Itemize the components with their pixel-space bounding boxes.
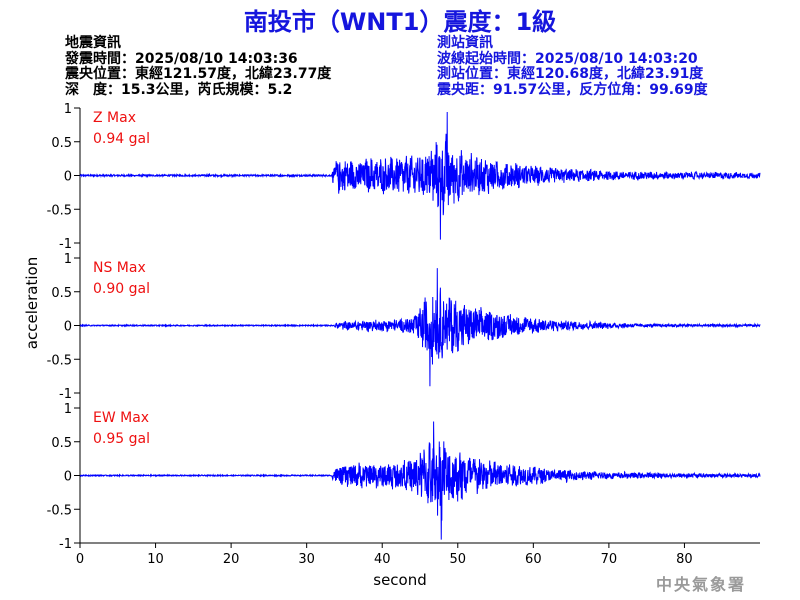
y-tick-label: -0.5 xyxy=(47,353,72,368)
series-max-label: 0.95 gal xyxy=(93,431,150,447)
x-tick-label: 70 xyxy=(601,552,618,567)
origin-time-text: 發震時間：2025/08/10 14:03:36 xyxy=(65,50,298,67)
agency-watermark: 中央氣象署 xyxy=(656,575,747,594)
y-tick-label: 1 xyxy=(64,102,72,117)
x-tick-label: 50 xyxy=(450,552,467,567)
waveform-ew xyxy=(79,421,761,540)
y-tick-label: 0 xyxy=(64,320,72,335)
x-tick-label: 40 xyxy=(374,552,391,567)
x-tick-label: 60 xyxy=(525,552,542,567)
earthquake-info-heading: 地震資訊 xyxy=(65,35,121,51)
x-tick-label: 80 xyxy=(676,552,693,567)
depth-magnitude-text: 深 度：15.3公里，芮氏規模：5.2 xyxy=(65,81,293,98)
panel-ew: 1 0.5 0 -0.5 -1 EW Max 0.95 gal xyxy=(47,402,761,552)
series-max-label: 0.94 gal xyxy=(93,131,150,147)
series-name-label: NS Max xyxy=(93,260,146,276)
waveform-z xyxy=(79,112,761,240)
x-tick-label: 10 xyxy=(147,552,164,567)
y-tick-label: 0.5 xyxy=(51,436,72,451)
station-info-heading: 測站資訊 xyxy=(437,35,493,51)
distance-azimuth-text: 震央距：91.57公里，反方位角：99.69度 xyxy=(437,81,708,98)
y-tick-label: -1 xyxy=(59,237,72,252)
y-tick-label: 0 xyxy=(64,470,72,485)
y-tick-label: -1 xyxy=(59,387,72,402)
epicenter-text: 震央位置：東經121.57度，北緯23.77度 xyxy=(65,66,332,82)
y-axis-title: acceleration xyxy=(23,257,41,349)
y-tick-label: -1 xyxy=(59,537,72,552)
y-tick-label: 0.5 xyxy=(51,136,72,151)
series-name-label: Z Max xyxy=(93,110,136,126)
y-tick-label: -0.5 xyxy=(47,203,72,218)
series-name-label: EW Max xyxy=(93,410,149,426)
wave-start-text: 波線起始時間：2025/08/10 14:03:20 xyxy=(437,50,698,67)
station-info-block: 測站資訊 波線起始時間：2025/08/10 14:03:20 測站位置：東經1… xyxy=(437,35,708,98)
station-location-text: 測站位置：東經120.68度，北緯23.91度 xyxy=(437,66,704,82)
series-max-label: 0.90 gal xyxy=(93,281,150,297)
x-tick-label: 20 xyxy=(223,552,240,567)
y-tick-label: 0 xyxy=(64,170,72,185)
x-tick-label: 30 xyxy=(298,552,315,567)
waveform-ns xyxy=(79,268,761,387)
y-tick-label: 1 xyxy=(64,252,72,267)
x-axis-title: second xyxy=(373,571,427,589)
earthquake-info-block: 地震資訊 發震時間：2025/08/10 14:03:36 震央位置：東經121… xyxy=(65,35,332,98)
panel-ns: 1 0.5 0 -0.5 -1 NS Max 0.90 gal xyxy=(47,252,761,402)
page-title: 南投市（WNT1）震度：1級 xyxy=(243,8,557,36)
y-tick-label: 0.5 xyxy=(51,286,72,301)
y-tick-label: -0.5 xyxy=(47,503,72,518)
panel-z: 1 0.5 0 -0.5 -1 Z Max 0.94 gal xyxy=(47,102,761,252)
x-tick-label: 0 xyxy=(76,552,84,567)
y-tick-label: 1 xyxy=(64,402,72,417)
